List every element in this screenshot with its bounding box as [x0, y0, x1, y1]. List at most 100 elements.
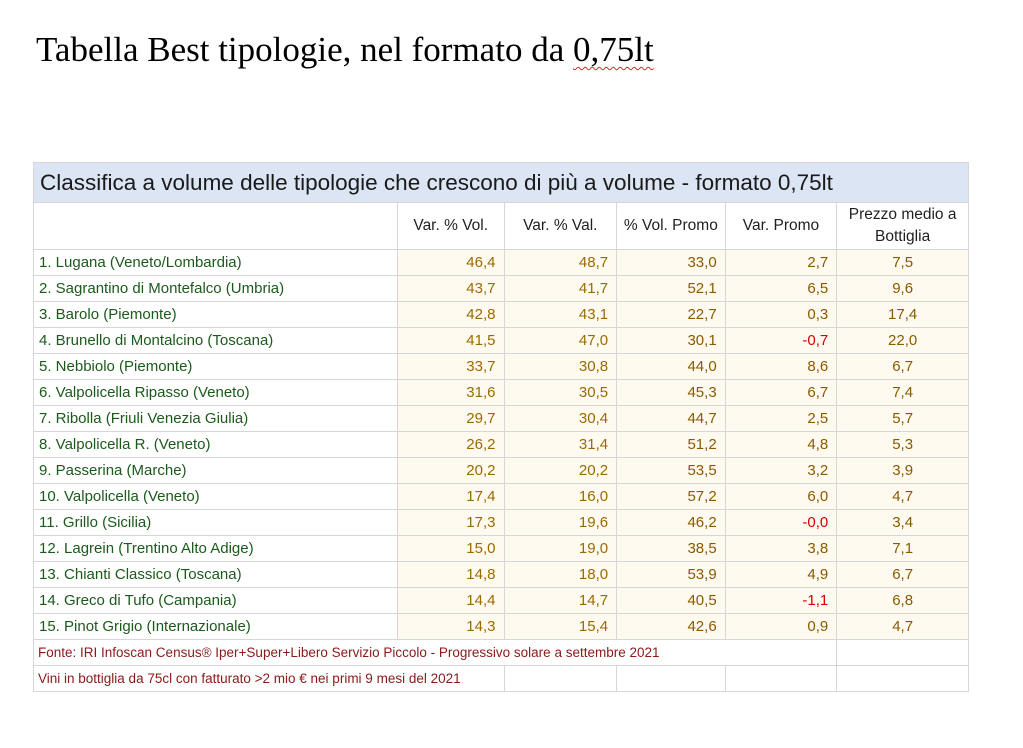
cell-var-val: 43,1 [503, 301, 618, 328]
cell-prezzo-medio: 6,7 [836, 561, 969, 588]
cell-prezzo-medio: 17,4 [836, 301, 969, 328]
cell-var-val: 31,4 [503, 431, 618, 458]
cell-var-vol: 15,0 [396, 535, 505, 562]
cell-prezzo-medio: 9,6 [836, 275, 969, 302]
cell-var-vol: 14,8 [396, 561, 505, 588]
cell-vol-promo: 40,5 [616, 587, 726, 614]
cell-prezzo-medio: 6,8 [836, 587, 969, 614]
cell-prezzo-medio: 4,7 [836, 483, 969, 510]
header-var-val: Var. % Val. [503, 202, 618, 250]
cell-var-vol: 26,2 [396, 431, 505, 458]
table-row: 2. Sagrantino di Montefalco (Umbria) 43,7… [33, 275, 969, 302]
cell-vol-promo: 46,2 [616, 509, 726, 536]
cell-var-val: 41,7 [503, 275, 618, 302]
row-label: 8. Valpolicella R. (Veneto) [33, 431, 398, 458]
table-row: 12. Lagrein (Trentino Alto Adige) 15,0 19,… [33, 535, 969, 562]
cell-var-val: 30,4 [503, 405, 618, 432]
row-label: 9. Passerina (Marche) [33, 457, 398, 484]
cell-var-val: 19,0 [503, 535, 618, 562]
table-row: 5. Nebbiolo (Piemonte) 33,7 30,8 44,0 8,6 6,7 [33, 353, 969, 380]
cell-var-promo: 0,3 [724, 301, 838, 328]
cell-vol-promo: 33,0 [616, 249, 726, 276]
cell-var-vol: 17,4 [396, 483, 505, 510]
footnote-empty-cell [836, 665, 969, 692]
cell-var-val: 47,0 [503, 327, 618, 354]
table-row: 1. Lugana (Veneto/Lombardia) 46,4 48,7 33,0… [33, 249, 969, 276]
table-row: 6. Valpolicella Ripasso (Veneto) 31,6 30,5… [33, 379, 969, 406]
cell-var-vol: 14,3 [396, 613, 505, 640]
cell-vol-promo: 44,0 [616, 353, 726, 380]
row-label: 11. Grillo (Sicilia) [33, 509, 398, 536]
row-label: 6. Valpolicella Ripasso (Veneto) [33, 379, 398, 406]
cell-var-promo: -1,1 [724, 587, 838, 614]
footnote-source: Fonte: IRI Infoscan Census® Iper+Super+L… [32, 639, 838, 666]
header-var-vol: Var. % Vol. [396, 202, 505, 250]
cell-var-vol: 41,5 [396, 327, 505, 354]
cell-vol-promo: 42,6 [616, 613, 726, 640]
cell-var-promo: -0,0 [724, 509, 838, 536]
row-label: 1. Lugana (Veneto/Lombardia) [33, 249, 398, 276]
cell-var-val: 18,0 [503, 561, 618, 588]
header-vol-promo: % Vol. Promo [616, 202, 726, 250]
cell-prezzo-medio: 3,9 [836, 457, 969, 484]
cell-var-val: 16,0 [503, 483, 618, 510]
cell-var-val: 30,8 [503, 353, 618, 380]
cell-var-vol: 46,4 [396, 249, 505, 276]
cell-var-val: 20,2 [503, 457, 618, 484]
table-row: 3. Barolo (Piemonte) 42,8 43,1 22,7 0,3 17,4 [33, 301, 969, 328]
ranking-table: Classifica a volume delle tipologie che … [32, 162, 969, 692]
table-row: 10. Valpolicella (Veneto) 17,4 16,0 57,2 6,0… [33, 483, 969, 510]
cell-var-promo: 4,8 [724, 431, 838, 458]
row-label: 10. Valpolicella (Veneto) [33, 483, 398, 510]
table-row: 11. Grillo (Sicilia) 17,3 19,6 46,2 -0,0 3,4 [33, 509, 969, 536]
cell-vol-promo: 22,7 [616, 301, 726, 328]
cell-vol-promo: 51,2 [616, 431, 726, 458]
cell-var-promo: -0,7 [724, 327, 838, 354]
cell-var-vol: 14,4 [396, 587, 505, 614]
cell-var-promo: 0,9 [724, 613, 838, 640]
cell-var-vol: 42,8 [396, 301, 505, 328]
header-empty-cell [33, 202, 398, 250]
table-banner: Classifica a volume delle tipologie che … [33, 162, 969, 203]
cell-var-val: 30,5 [503, 379, 618, 406]
cell-vol-promo: 52,1 [616, 275, 726, 302]
table-row: 9. Passerina (Marche) 20,2 20,2 53,5 3,2 3,9 [33, 457, 969, 484]
cell-prezzo-medio: 5,7 [836, 405, 969, 432]
cell-var-vol: 43,7 [396, 275, 505, 302]
cell-var-promo: 2,7 [724, 249, 838, 276]
cell-vol-promo: 30,1 [616, 327, 726, 354]
cell-vol-promo: 53,5 [616, 457, 726, 484]
cell-vol-promo: 53,9 [616, 561, 726, 588]
table-row: 15. Pinot Grigio (Internazionale) 14,3 15,… [33, 613, 969, 640]
cell-var-vol: 17,3 [396, 509, 505, 536]
cell-var-val: 19,6 [503, 509, 618, 536]
cell-prezzo-medio: 6,7 [836, 353, 969, 380]
cell-prezzo-medio: 22,0 [836, 327, 969, 354]
footnote-criteria: Vini in bottiglia da 75cl con fatturato … [33, 665, 505, 692]
footnote-empty-cell [616, 665, 726, 692]
cell-prezzo-medio: 7,4 [836, 379, 969, 406]
row-label: 12. Lagrein (Trentino Alto Adige) [33, 535, 398, 562]
row-label: 3. Barolo (Piemonte) [33, 301, 398, 328]
footnote-empty-cell [503, 665, 618, 692]
cell-var-promo: 2,5 [724, 405, 838, 432]
cell-prezzo-medio: 4,7 [836, 613, 969, 640]
row-label: 5. Nebbiolo (Piemonte) [33, 353, 398, 380]
cell-prezzo-medio: 7,5 [836, 249, 969, 276]
row-label: 4. Brunello di Montalcino (Toscana) [33, 327, 398, 354]
header-var-promo: Var. Promo [724, 202, 838, 250]
row-label: 15. Pinot Grigio (Internazionale) [33, 613, 398, 640]
table-row: 13. Chianti Classico (Toscana) 14,8 18,0 53… [33, 561, 969, 588]
cell-var-promo: 3,8 [724, 535, 838, 562]
page-title-text: Tabella Best tipologie, nel formato da [36, 30, 573, 69]
cell-vol-promo: 45,3 [616, 379, 726, 406]
cell-var-vol: 29,7 [396, 405, 505, 432]
footnote-empty-cell [724, 665, 838, 692]
cell-var-val: 15,4 [503, 613, 618, 640]
cell-var-val: 48,7 [503, 249, 618, 276]
cell-var-vol: 31,6 [396, 379, 505, 406]
cell-vol-promo: 44,7 [616, 405, 726, 432]
cell-var-vol: 33,7 [396, 353, 505, 380]
table-row: 7. Ribolla (Friuli Venezia Giulia) 29,7 30… [33, 405, 969, 432]
cell-prezzo-medio: 3,4 [836, 509, 969, 536]
